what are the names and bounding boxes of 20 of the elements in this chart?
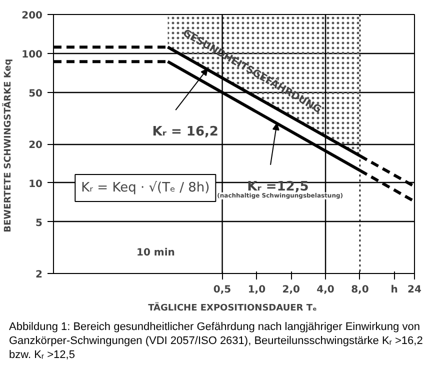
y-tick-label: 2 [36, 270, 43, 280]
y-axis-title: BEWERTETE SCHWINGSTÄRKE Keq [2, 58, 14, 232]
x-tick-label: 4,0 [316, 284, 334, 296]
y-tick-label: 5 [36, 218, 43, 229]
y-tick-label: 100 [22, 49, 43, 60]
y-tick-label: 10 [28, 178, 43, 190]
y-tick-label: 20 [28, 140, 43, 151]
annotation: 10 min [136, 247, 175, 258]
x-tick-label: 1,0 [248, 284, 266, 296]
text: Abbildung 1: Bereich gesundheitlicher Gefährdung nach langjähriger Einwirkung von Ganzkörper-Schwingungen (VDI 2057/ISO 2631), Beurteilunsschwingstärke Kᵣ >16,2 bzw. Kᵣ >12,5 [9, 321, 424, 362]
x-tick-label: h [390, 284, 398, 296]
x-tick-label: 0,5 [213, 284, 232, 296]
annotation: Kᵣ = 16,2 [152, 124, 218, 140]
x-tick-label: 8,0 [351, 284, 369, 296]
x-tick-label: 24 [408, 284, 422, 296]
x-axis-title: TÄGLICHE EXPOSITIONSDAUER Tₑ [148, 302, 317, 314]
y-tick-label: 200 [22, 10, 43, 22]
y-tick-label: 50 [28, 88, 43, 100]
x-tick-label: 2,0 [282, 284, 300, 296]
annotation: Kᵣ = Keq · √(Tₑ / 8h) [81, 180, 210, 196]
